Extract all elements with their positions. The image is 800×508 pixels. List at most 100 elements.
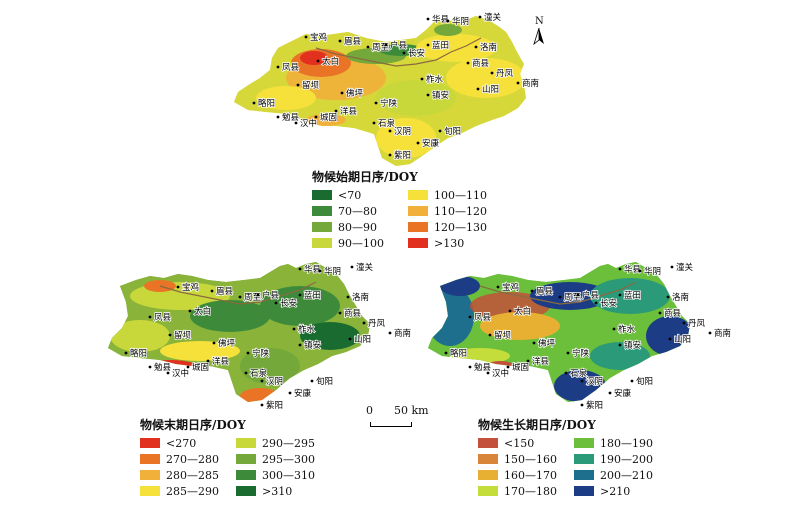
place-label: 商县 [664,308,682,319]
place-marker [388,129,392,133]
place-marker [474,45,478,49]
place-marker [314,115,318,119]
place-marker [388,331,392,335]
place-marker [530,289,534,293]
legend-label: 100—110 [434,188,487,202]
north-arrow: N [531,16,547,46]
place-marker [362,321,366,325]
place-label: 洛南 [480,42,497,53]
place-label: 汉阴 [586,377,603,387]
legend-item: 190—200 [574,453,670,466]
place-label: 蓝田 [624,290,641,301]
place-label: 佛坪 [218,338,236,349]
place-marker [468,365,472,369]
legend-grid: <150 180—190 150—160 190—200 160—170 200—210 1… [478,436,670,498]
place-label: 略阳 [450,348,467,359]
legend-label: <150 [504,436,535,450]
place-marker [274,301,278,305]
legend-swatch [312,222,332,232]
place-label: 留坝 [494,330,512,341]
place-label: 山阳 [482,84,499,95]
legend-item: >130 [408,237,504,250]
place-marker [526,359,530,363]
legend-swatch [574,486,594,496]
map-phenology-growing-season [428,262,690,402]
place-marker [148,315,152,319]
place-marker [608,391,612,395]
place-label: 紫阳 [394,151,411,161]
legend-swatch [236,470,256,480]
legend-item: 270—280 [140,453,236,466]
place-label: 华阴 [644,266,661,277]
legend-label: 90—100 [338,236,384,250]
place-marker [244,371,248,375]
place-label: 周至 [244,293,262,303]
place-label: 宝鸡 [502,282,519,293]
legend-swatch [312,206,332,216]
place-marker [348,337,352,341]
place-label: 城固 [320,113,337,123]
place-marker [478,15,482,19]
place-marker [366,45,370,49]
scale-distance-label: 50 km [394,404,429,417]
place-marker [296,83,300,87]
legend-item: >310 [236,485,332,498]
place-label: 眉县 [216,287,234,297]
legend-item: 280—285 [140,469,236,482]
place-marker [256,293,260,297]
place-marker [670,265,674,269]
place-marker [564,371,568,375]
place-marker [298,267,302,271]
place-label: 安康 [422,138,440,149]
place-marker [576,293,580,297]
place-label: 紫阳 [266,401,283,411]
place-marker [210,289,214,293]
legend-label: 160—170 [504,468,557,482]
place-marker [166,371,170,375]
place-marker [426,17,430,21]
place-marker [260,403,264,407]
place-label: 紫阳 [586,401,603,411]
legend-swatch [408,206,428,216]
legend-label: 180—190 [600,436,653,450]
place-marker [340,91,344,95]
place-marker [168,333,172,337]
place-marker [292,327,296,331]
legend-phenology-end: 物候末期日序/DOY <270 290—295 270—280 295—300 280—… [140,416,332,498]
legend-label: >210 [600,484,631,498]
place-marker [488,333,492,337]
north-arrow-icon [533,27,544,46]
place-marker [580,379,584,383]
place-label: 洛南 [352,292,369,303]
place-marker [294,121,298,125]
place-marker [532,341,536,345]
north-label: N [535,16,544,27]
legend-label: 285—290 [166,484,219,498]
place-marker [558,295,562,299]
place-marker [618,343,622,347]
place-marker [346,295,350,299]
legend-item: 110—120 [408,205,504,218]
place-label: 略阳 [130,348,147,359]
place-label: 太白 [514,306,531,317]
legend-item: 200—210 [574,468,670,482]
place-label: 勉县 [282,112,300,123]
place-label: 略阳 [258,98,275,109]
legend-label: 295—300 [262,452,315,466]
place-marker [668,337,672,341]
place-label: 太白 [194,306,211,317]
legend-swatch [478,454,498,464]
place-label: 凤县 [154,313,172,323]
place-marker [338,39,342,43]
legend-label: 200—210 [600,468,653,482]
legend-title: 物候末期日序/DOY [140,418,246,432]
place-marker [298,293,302,297]
place-label: 商南 [394,328,411,339]
legend-item: 170—180 [478,485,574,498]
legend-item: 100—110 [408,188,504,202]
legend-label: 300—310 [262,468,315,482]
legend-swatch [312,190,332,200]
legend-swatch [478,486,498,496]
place-label: 户县 [582,290,600,301]
